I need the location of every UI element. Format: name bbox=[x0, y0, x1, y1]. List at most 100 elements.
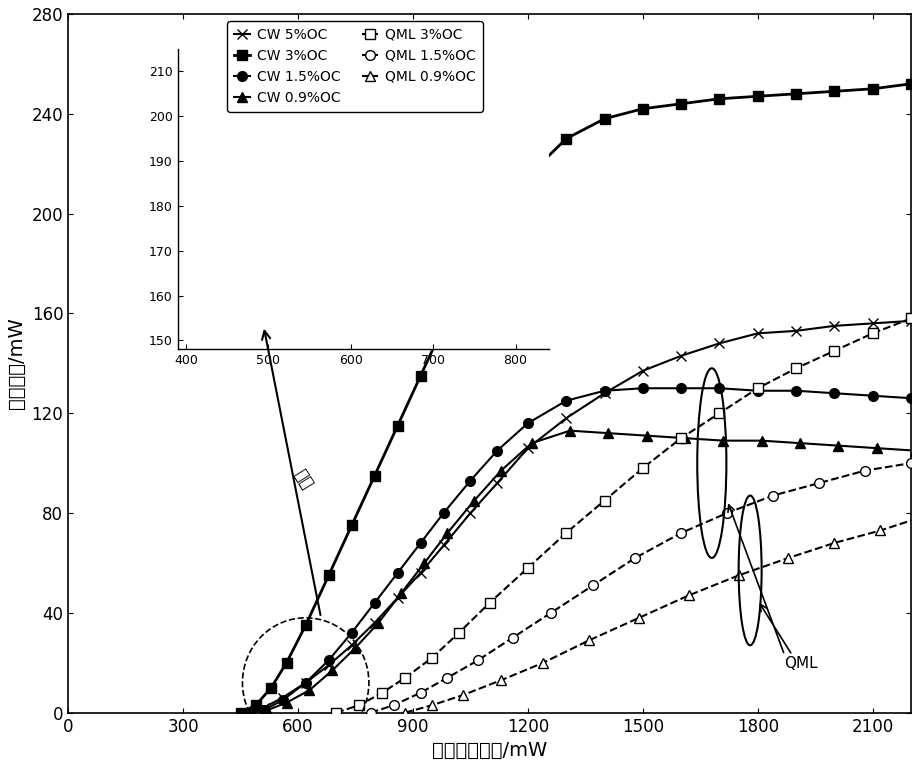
CW 5%OC bbox=[277, 693, 288, 703]
QML 1.5%OC bbox=[813, 479, 824, 488]
QML 3%OC bbox=[714, 409, 725, 418]
CW 5%OC bbox=[868, 319, 879, 328]
QML 3%OC bbox=[676, 433, 687, 443]
CW 1.5%OC bbox=[438, 509, 449, 518]
QML 0.9%OC bbox=[875, 526, 886, 535]
QML 0.9%OC bbox=[538, 658, 549, 667]
CW 0.9%OC bbox=[679, 433, 690, 443]
QML 0.9%OC bbox=[829, 538, 840, 548]
QML 0.9%OC bbox=[399, 708, 410, 717]
QML 1.5%OC bbox=[415, 688, 426, 697]
QML 3%OC bbox=[427, 653, 438, 663]
CW 1.5%OC bbox=[905, 393, 916, 403]
CW 1.5%OC bbox=[465, 476, 476, 486]
Text: 放大: 放大 bbox=[290, 466, 316, 492]
CW 5%OC bbox=[522, 443, 533, 453]
Line: CW 5%OC: CW 5%OC bbox=[240, 316, 916, 717]
CW 5%OC bbox=[258, 703, 269, 713]
QML 1.5%OC bbox=[722, 509, 733, 518]
QML 0.9%OC bbox=[457, 690, 468, 700]
CW 5%OC bbox=[346, 640, 357, 650]
CW 0.9%OC bbox=[304, 686, 315, 695]
CW 0.9%OC bbox=[262, 706, 273, 715]
CW 1.5%OC bbox=[369, 598, 380, 607]
CW 0.9%OC bbox=[419, 558, 430, 568]
CW 1.5%OC bbox=[714, 384, 725, 393]
CW 3%OC bbox=[323, 571, 334, 580]
QML 3%OC bbox=[599, 496, 610, 505]
CW 5%OC bbox=[561, 413, 572, 423]
CW 1.5%OC bbox=[492, 446, 503, 456]
CW 1.5%OC bbox=[790, 386, 801, 395]
CW 3%OC bbox=[522, 172, 533, 181]
CW 5%OC bbox=[300, 678, 311, 687]
Line: CW 0.9%OC: CW 0.9%OC bbox=[247, 426, 918, 717]
QML 3%OC bbox=[399, 673, 410, 683]
CW 1.5%OC bbox=[637, 384, 648, 393]
Line: QML 3%OC: QML 3%OC bbox=[331, 314, 916, 717]
CW 3%OC bbox=[265, 683, 276, 693]
Line: QML 0.9%OC: QML 0.9%OC bbox=[400, 513, 918, 717]
CW 0.9%OC bbox=[756, 436, 767, 446]
CW 3%OC bbox=[300, 621, 311, 630]
CW 0.9%OC bbox=[373, 618, 384, 627]
CW 3%OC bbox=[868, 84, 879, 94]
CW 0.9%OC bbox=[910, 446, 918, 456]
CW 0.9%OC bbox=[641, 431, 652, 440]
QML 3%OC bbox=[829, 346, 840, 355]
QML 1.5%OC bbox=[507, 634, 518, 643]
QML 1.5%OC bbox=[630, 553, 641, 562]
CW 0.9%OC bbox=[871, 443, 882, 453]
CW 3%OC bbox=[438, 321, 449, 331]
QML 3%OC bbox=[561, 528, 572, 538]
QML 1.5%OC bbox=[676, 528, 687, 538]
CW 1.5%OC bbox=[522, 419, 533, 428]
QML 0.9%OC bbox=[427, 700, 438, 709]
CW 3%OC bbox=[251, 700, 262, 709]
QML 3%OC bbox=[752, 384, 763, 393]
QML 3%OC bbox=[905, 314, 916, 323]
QML 3%OC bbox=[453, 628, 465, 637]
CW 0.9%OC bbox=[603, 429, 614, 438]
CW 1.5%OC bbox=[599, 386, 610, 395]
CW 1.5%OC bbox=[242, 708, 253, 717]
CW 0.9%OC bbox=[794, 439, 805, 448]
CW 3%OC bbox=[752, 92, 763, 101]
QML 3%OC bbox=[637, 463, 648, 472]
X-axis label: 吸收泵浦功率/mW: 吸收泵浦功率/mW bbox=[432, 741, 547, 760]
CW 0.9%OC bbox=[718, 436, 729, 446]
CW 3%OC bbox=[392, 421, 403, 430]
CW 1.5%OC bbox=[346, 628, 357, 637]
CW 3%OC bbox=[281, 658, 292, 667]
CW 0.9%OC bbox=[396, 588, 407, 597]
QML 1.5%OC bbox=[588, 581, 599, 590]
CW 5%OC bbox=[752, 329, 763, 338]
CW 0.9%OC bbox=[247, 708, 258, 717]
QML 1.5%OC bbox=[473, 656, 484, 665]
CW 0.9%OC bbox=[327, 666, 338, 675]
CW 5%OC bbox=[492, 479, 503, 488]
CW 5%OC bbox=[599, 389, 610, 398]
Line: CW 3%OC: CW 3%OC bbox=[236, 79, 916, 717]
CW 1.5%OC bbox=[300, 678, 311, 687]
QML 0.9%OC bbox=[584, 636, 595, 645]
QML 0.9%OC bbox=[496, 676, 507, 685]
CW 0.9%OC bbox=[526, 439, 537, 448]
Line: CW 1.5%OC: CW 1.5%OC bbox=[243, 384, 916, 717]
CW 5%OC bbox=[438, 541, 449, 550]
CW 3%OC bbox=[235, 708, 246, 717]
CW 5%OC bbox=[676, 351, 687, 360]
Line: QML 1.5%OC: QML 1.5%OC bbox=[366, 458, 916, 717]
CW 3%OC bbox=[415, 371, 426, 380]
CW 3%OC bbox=[790, 89, 801, 98]
CW 1.5%OC bbox=[676, 384, 687, 393]
CW 3%OC bbox=[561, 134, 572, 143]
CW 5%OC bbox=[415, 568, 426, 578]
CW 5%OC bbox=[392, 593, 403, 602]
CW 1.5%OC bbox=[415, 538, 426, 548]
CW 1.5%OC bbox=[829, 389, 840, 398]
Y-axis label: 输出功率/mW: 输出功率/mW bbox=[7, 318, 26, 409]
QML 3%OC bbox=[353, 700, 364, 709]
CW 3%OC bbox=[492, 222, 503, 231]
QML 0.9%OC bbox=[733, 571, 744, 580]
